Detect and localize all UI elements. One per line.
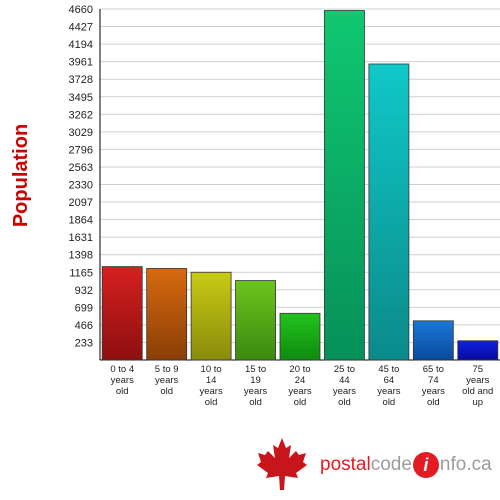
maple-leaf-icon	[257, 438, 307, 490]
y-tick-label: 3961	[69, 57, 93, 69]
x-tick-label: 20 to 24 years old	[288, 364, 312, 408]
y-tick-label: 699	[75, 302, 93, 314]
y-tick-label: 1864	[69, 215, 93, 227]
y-tick-label: 4194	[69, 39, 93, 51]
y-tick-label: 4427	[69, 22, 93, 34]
y-tick-label: 466	[75, 320, 93, 332]
logo-text-info: nfo.ca	[439, 454, 492, 476]
bar	[457, 340, 499, 361]
y-tick-label: 2563	[69, 162, 93, 174]
bar	[101, 266, 143, 361]
info-icon: i	[412, 452, 439, 478]
y-tick-label: 1165	[69, 267, 93, 279]
y-tick-label: 3728	[69, 74, 93, 86]
bar	[235, 280, 276, 361]
x-tick-label: 15 to 19 years old	[243, 364, 268, 408]
y-tick-label: 3029	[69, 127, 93, 139]
logo-text-postal: postal	[320, 454, 371, 476]
y-tick-label: 2097	[69, 197, 93, 209]
y-tick-label: 2330	[69, 180, 93, 192]
y-tick-label: 233	[75, 337, 93, 349]
x-tick-label: 45 to 64 years old	[377, 364, 401, 408]
bar	[412, 320, 454, 361]
y-tick-label: 2796	[69, 144, 93, 156]
bar	[190, 271, 232, 361]
bar	[324, 10, 365, 361]
bar	[279, 312, 321, 361]
y-tick-label: 1398	[69, 250, 93, 262]
x-tick-label: 10 to 14 years old	[199, 364, 223, 408]
y-tick-label: 4660	[69, 4, 93, 16]
y-tick-label: 932	[75, 285, 93, 297]
x-tick-label: 65 to 74 years old	[421, 364, 445, 408]
x-tick-label: 25 to 44 years old	[332, 364, 357, 408]
x-tick-label: 0 to 4 years old	[110, 364, 135, 397]
logo-text-code: code	[370, 454, 412, 476]
logo-wordmark: postalcode i nfo.ca	[320, 452, 492, 478]
y-axis-label: Population	[10, 123, 33, 227]
y-tick-label: 1631	[69, 232, 93, 244]
postalcodeinfo-logo[interactable]: postalcode i nfo.ca	[252, 434, 492, 494]
bar	[146, 268, 188, 361]
y-tick-label: 3495	[69, 92, 93, 104]
x-tick-label: 5 to 9 years old	[154, 364, 179, 397]
bar	[368, 63, 410, 361]
y-tick-label: 3262	[69, 109, 93, 121]
x-tick-label: 75 years old and up	[462, 364, 494, 408]
